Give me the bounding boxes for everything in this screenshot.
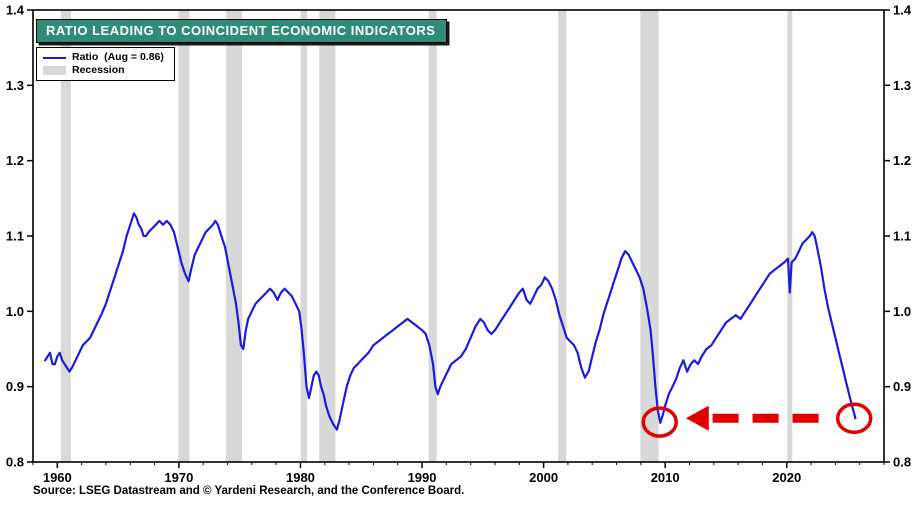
y-axis-label-right: 1.4: [893, 3, 912, 18]
y-axis-label-right: 0.9: [893, 379, 911, 394]
y-axis-label-right: 1.2: [893, 153, 911, 168]
y-axis-label-right: 1.0: [893, 304, 911, 319]
x-axis-label: 2020: [772, 470, 801, 485]
legend-label-ratio: Ratio (Aug = 0.86): [72, 51, 164, 63]
arrowhead: [685, 405, 709, 431]
chart-title: RATIO LEADING TO COINCIDENT ECONOMIC IND…: [36, 19, 448, 43]
source-note: Source: LSEG Datastream and © Yardeni Re…: [33, 485, 465, 497]
y-axis-label-left: 0.8: [6, 455, 24, 470]
recession-band: [178, 10, 190, 462]
x-axis-label: 1990: [408, 470, 437, 485]
highlight-circle: [835, 402, 873, 435]
x-axis-label: 1980: [286, 470, 315, 485]
y-axis-label-right: 0.8: [893, 455, 911, 470]
legend-item-ratio: Ratio (Aug = 0.86): [43, 51, 164, 64]
ratio-line-swatch: [43, 56, 66, 59]
y-axis-label-left: 1.2: [6, 153, 24, 168]
y-axis-label-right: 1.3: [893, 78, 911, 93]
x-axis-label: 1960: [43, 470, 72, 485]
legend: Ratio (Aug = 0.86) Recession: [36, 47, 175, 81]
x-axis-label: 2000: [529, 470, 558, 485]
recession-swatch: [43, 66, 66, 75]
x-axis-label: 2010: [651, 470, 680, 485]
y-axis-label-left: 1.0: [6, 304, 24, 319]
legend-item-recession: Recession: [43, 64, 164, 77]
recession-band: [558, 10, 567, 462]
recession-band: [300, 10, 308, 462]
recession-band: [428, 10, 437, 462]
y-axis-label-left: 1.4: [6, 3, 25, 18]
recession-band: [319, 10, 336, 462]
recession-band: [787, 10, 793, 462]
y-axis-label-left: 1.1: [6, 229, 24, 244]
x-axis-label: 1970: [164, 470, 193, 485]
ratio-line: [44, 212, 857, 431]
recession-band: [640, 10, 659, 462]
y-axis-label-right: 1.1: [893, 229, 911, 244]
legend-label-recession: Recession: [72, 64, 125, 76]
recession-band: [225, 10, 243, 462]
highlight-circle: [641, 406, 678, 438]
y-axis-label-left: 1.3: [6, 78, 24, 93]
y-axis-label-left: 0.9: [6, 379, 24, 394]
recession-band: [60, 10, 71, 462]
